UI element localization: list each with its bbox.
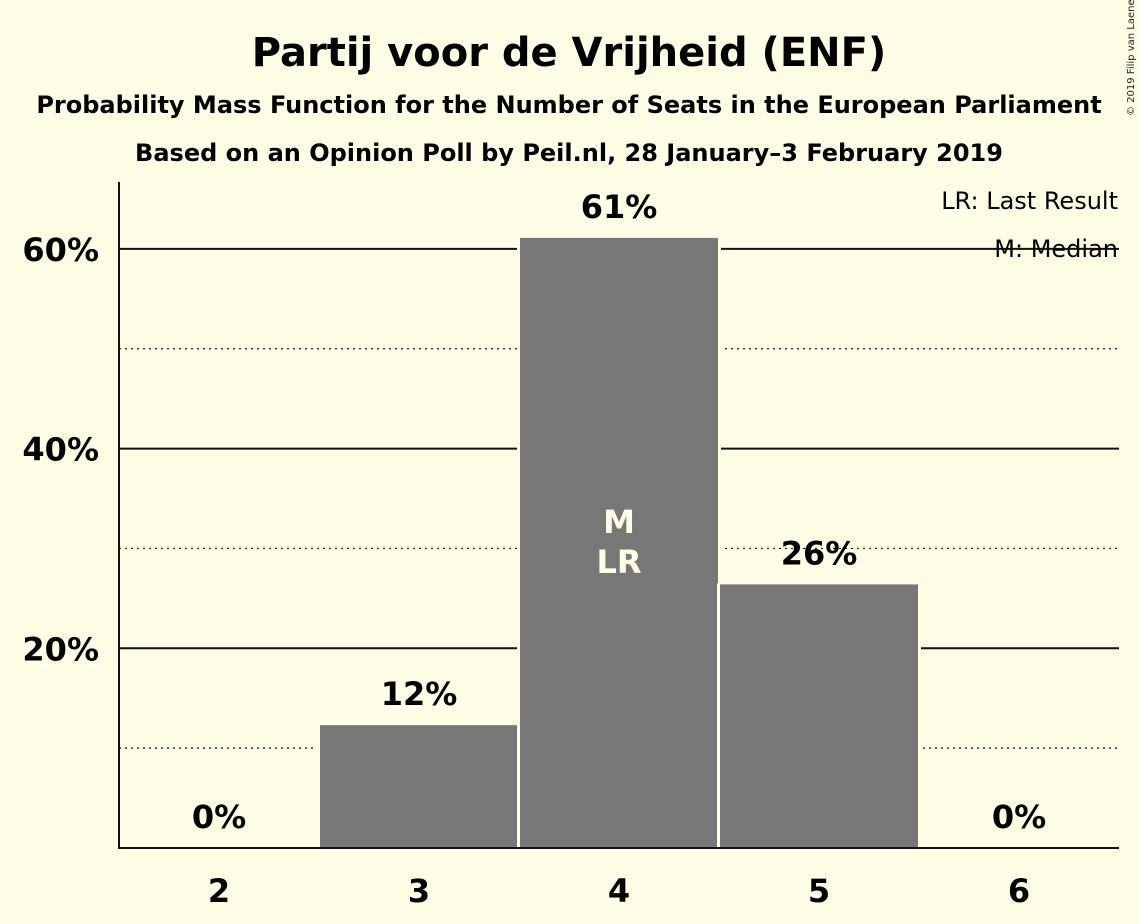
bar-edge-right-4 [718, 236, 721, 849]
chart-source: Based on an Opinion Poll by Peil.nl, 28 … [135, 139, 1003, 167]
bar-edge-left-4 [517, 236, 520, 849]
x-tick-label-5: 5 [808, 872, 830, 910]
bar-edge-left-3 [317, 724, 320, 848]
value-label-5: 26% [781, 534, 858, 572]
legend-last-result: LR: Last Result [941, 187, 1118, 215]
copyright-note: © 2019 Filip van Laenen [1126, 0, 1137, 116]
x-tick-label-3: 3 [408, 872, 430, 910]
chart-subtitle: Probability Mass Function for the Number… [36, 91, 1101, 119]
value-label-6: 0% [992, 798, 1046, 836]
bars [317, 236, 921, 849]
bar-3 [320, 725, 518, 848]
x-tick-label-2: 2 [208, 872, 230, 910]
y-tick-label-2: 60% [22, 231, 99, 269]
bar-4 [520, 237, 718, 849]
last-result-marker: LR [596, 543, 641, 581]
x-axis-ticks: 2 3 4 5 6 [208, 872, 1030, 910]
y-tick-label-0: 20% [22, 630, 99, 668]
bar-5 [720, 584, 918, 848]
x-tick-label-4: 4 [608, 872, 630, 910]
value-label-2: 0% [192, 798, 246, 836]
value-label-3: 12% [381, 675, 458, 713]
bar-edge-right-5 [918, 583, 921, 848]
legend-median: M: Median [994, 235, 1118, 263]
value-labels: 0% 12% 61% MLR 26% 0% [192, 188, 1046, 836]
median-marker: M [603, 503, 635, 541]
x-tick-label-6: 6 [1008, 872, 1030, 910]
chart-title: Partij voor de Vrijheid (ENF) [252, 30, 886, 76]
y-tick-label-1: 40% [22, 431, 99, 469]
bar-edge-left-5 [717, 583, 720, 848]
value-label-4: 61% [581, 188, 658, 226]
y-axis-ticks: 20% 40% 60% [22, 231, 99, 668]
